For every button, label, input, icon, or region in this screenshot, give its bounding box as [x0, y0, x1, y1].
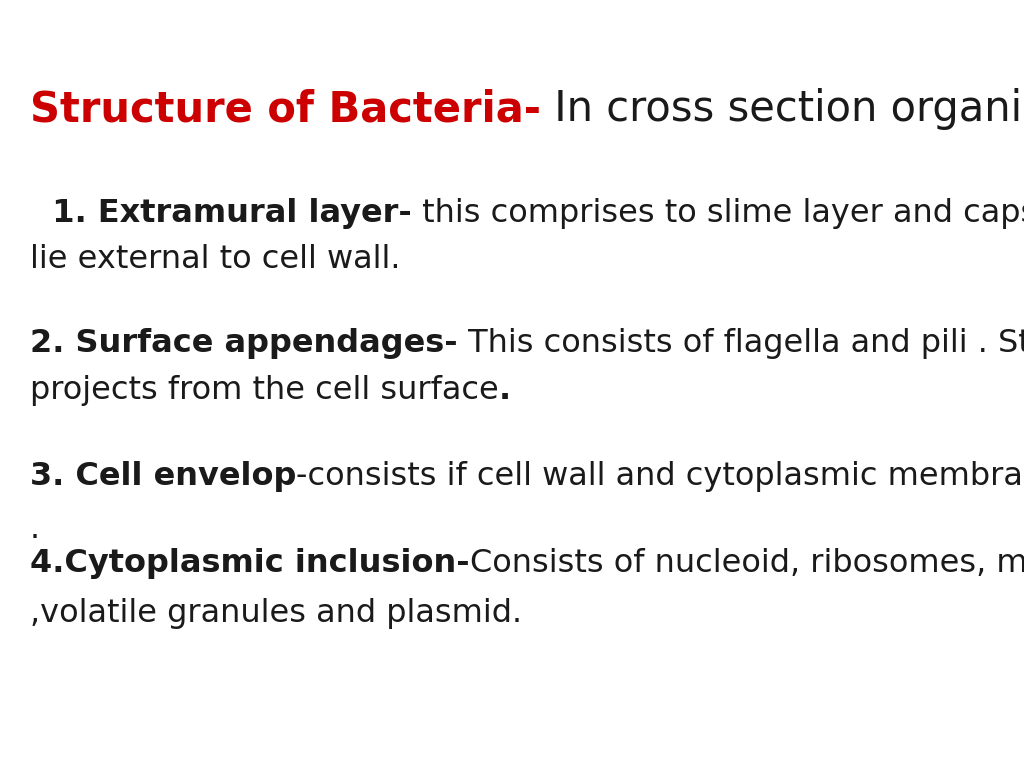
Text: .: . [499, 375, 511, 406]
Text: 2. Surface appendages-: 2. Surface appendages- [30, 328, 458, 359]
Text: 4.Cytoplasmic inclusion-: 4.Cytoplasmic inclusion- [30, 548, 470, 579]
Text: 3. Cell envelop: 3. Cell envelop [30, 461, 296, 492]
Text: ,volatile granules and plasmid.: ,volatile granules and plasmid. [30, 598, 522, 629]
Text: this comprises to slime layer and capsule which: this comprises to slime layer and capsul… [412, 198, 1024, 229]
Text: lie external to cell wall.: lie external to cell wall. [30, 244, 400, 275]
Text: In cross section organised in 4 layers as: In cross section organised in 4 layers a… [541, 88, 1024, 130]
Text: Consists of nucleoid, ribosomes, mesosomes: Consists of nucleoid, ribosomes, mesosom… [470, 548, 1024, 579]
Text: projects from the cell surface: projects from the cell surface [30, 375, 499, 406]
Text: -consists if cell wall and cytoplasmic membrane: -consists if cell wall and cytoplasmic m… [296, 461, 1024, 492]
Text: .: . [30, 514, 40, 545]
Text: This consists of flagella and pili . Structures: This consists of flagella and pili . Str… [458, 328, 1024, 359]
Text: Structure of Bacteria-: Structure of Bacteria- [30, 88, 541, 130]
Text: 1. Extramural layer-: 1. Extramural layer- [30, 198, 412, 229]
